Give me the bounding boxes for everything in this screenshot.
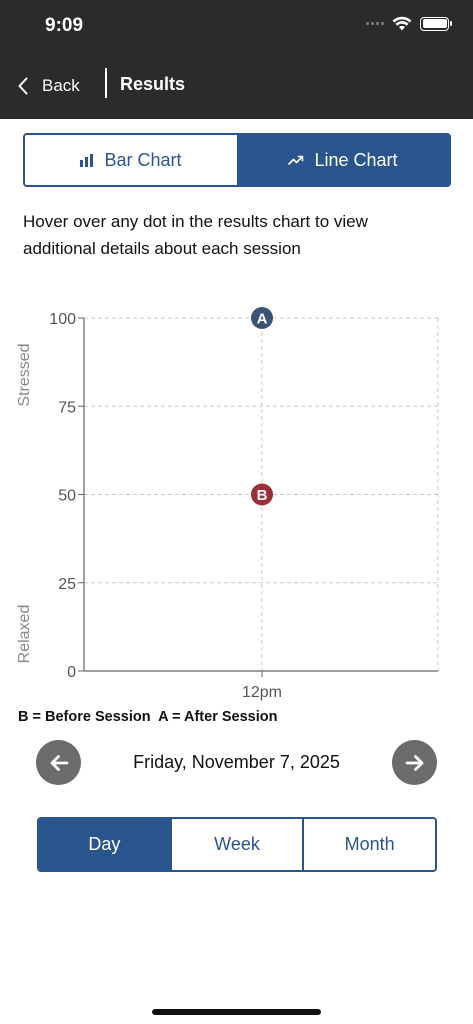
bar-chart-tab[interactable]: Bar Chart	[25, 135, 237, 185]
page-title: Results	[120, 74, 186, 94]
nav-divider	[105, 68, 107, 98]
data-point-b[interactable]: B	[251, 483, 273, 506]
battery-icon	[420, 16, 452, 31]
chevron-left-icon	[18, 77, 28, 95]
date-navigator: Friday, November 7, 2025	[0, 740, 473, 786]
tab-week[interactable]: Week	[169, 819, 303, 870]
nav-bar: Back Results	[0, 54, 473, 119]
next-date-button[interactable]	[392, 740, 437, 785]
line-chart-tab[interactable]: Line Chart	[237, 135, 449, 185]
current-date: Friday, November 7, 2025	[133, 752, 340, 772]
arrow-right-icon	[405, 754, 423, 771]
y-tick-label: 75	[58, 399, 76, 416]
previous-date-button[interactable]	[36, 740, 81, 785]
tab-month[interactable]: Month	[302, 819, 435, 870]
y-axis-label-bottom: Relaxed	[16, 605, 33, 664]
back-button[interactable]: Back	[18, 70, 80, 102]
results-chart: 0 25 50 75 100 12pm Stressed Relaxed B A	[16, 307, 439, 701]
bar-chart-icon	[80, 153, 94, 167]
wifi-icon	[392, 16, 412, 31]
tab-day[interactable]: Day	[39, 819, 170, 870]
status-time: 9:09	[45, 15, 84, 36]
data-point-a[interactable]: A	[251, 307, 273, 329]
chart-type-toggle: Bar Chart Line Chart	[23, 133, 451, 187]
data-point-marker	[251, 307, 273, 329]
data-point-marker	[251, 483, 273, 506]
home-indicator	[152, 1009, 321, 1015]
y-axis-label-top: Stressed	[16, 343, 33, 406]
marker-legend: B = Before Session A = After Session	[18, 709, 278, 725]
data-point-label: A	[257, 311, 268, 328]
y-tick-label: 25	[58, 576, 76, 593]
trending-up-icon	[288, 155, 304, 165]
bar-chart-label: Bar Chart	[104, 149, 182, 170]
y-tick-label: 100	[49, 311, 76, 328]
line-chart-label: Line Chart	[314, 149, 398, 170]
data-point-label: B	[257, 487, 268, 504]
status-bar: 9:09	[0, 0, 473, 54]
cellular-signal-icon	[366, 22, 384, 25]
status-icons	[366, 16, 452, 31]
y-tick-label: 50	[58, 488, 76, 505]
x-tick-label: 12pm	[242, 684, 282, 701]
back-label: Back	[42, 76, 80, 95]
period-toggle: Day Week Month	[37, 817, 437, 872]
arrow-left-icon	[50, 754, 68, 771]
y-tick-label: 0	[67, 664, 76, 681]
instructions-text: Hover over any dot in the results chart …	[23, 212, 368, 258]
